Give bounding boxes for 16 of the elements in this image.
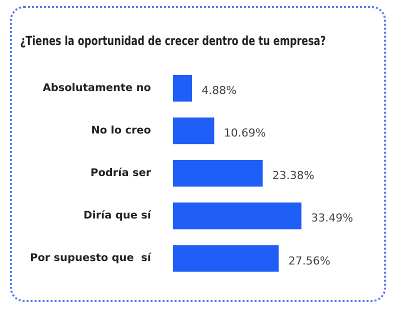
- bar: [173, 160, 263, 187]
- data-label: 4.88%: [202, 84, 237, 98]
- data-label: 23.38%: [272, 169, 314, 182]
- data-label: 33.49%: [311, 212, 354, 225]
- y-tick-label: Por supuesto que sí: [30, 252, 152, 264]
- data-label: 27.56%: [288, 254, 330, 268]
- bar: [173, 245, 279, 272]
- y-tick-label: Absolutamente no: [42, 82, 151, 94]
- y-tick-label: No lo creo: [91, 124, 151, 137]
- data-label: 10.69%: [224, 126, 266, 140]
- bar: [173, 202, 302, 230]
- y-tick-label: Podría ser: [90, 167, 152, 180]
- bar: [173, 74, 192, 102]
- bar: [173, 117, 214, 144]
- chart-title: ¿Tienes la oportunidad de crecer dentro de tu empresa?: [20, 34, 326, 48]
- y-tick-label: Diría que sí: [84, 210, 152, 222]
